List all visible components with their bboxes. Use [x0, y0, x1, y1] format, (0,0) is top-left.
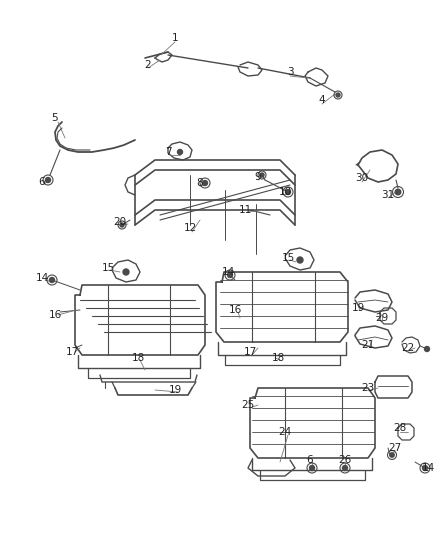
Text: 23: 23	[360, 383, 374, 393]
Text: 16: 16	[228, 305, 241, 315]
Circle shape	[123, 269, 129, 275]
Circle shape	[335, 93, 339, 97]
Circle shape	[421, 465, 427, 471]
Circle shape	[49, 278, 54, 282]
Text: 26: 26	[338, 455, 351, 465]
Circle shape	[342, 465, 347, 471]
Text: 12: 12	[183, 223, 196, 233]
Text: 30: 30	[355, 173, 368, 183]
Text: 25: 25	[241, 400, 254, 410]
Text: 2: 2	[145, 60, 151, 70]
Text: 10: 10	[278, 187, 291, 197]
Circle shape	[424, 346, 428, 351]
Circle shape	[285, 190, 290, 195]
Circle shape	[46, 177, 50, 182]
Circle shape	[394, 189, 400, 195]
Text: 24: 24	[278, 427, 291, 437]
Text: 17: 17	[243, 347, 256, 357]
Text: 15: 15	[101, 263, 114, 273]
Text: 8: 8	[196, 178, 203, 188]
Circle shape	[309, 465, 314, 471]
Text: 14: 14	[35, 273, 49, 283]
Text: 14: 14	[420, 463, 434, 473]
Text: 27: 27	[388, 443, 401, 453]
Circle shape	[227, 272, 232, 278]
Text: 3: 3	[286, 67, 293, 77]
Text: 28: 28	[392, 423, 406, 433]
Circle shape	[177, 149, 182, 155]
Text: 1: 1	[171, 33, 178, 43]
Circle shape	[202, 181, 207, 185]
Text: 16: 16	[48, 310, 61, 320]
Text: 6: 6	[39, 177, 45, 187]
Circle shape	[389, 453, 393, 457]
Text: 18: 18	[131, 353, 144, 363]
Text: 11: 11	[238, 205, 251, 215]
Text: 19: 19	[168, 385, 181, 395]
Text: 31: 31	[381, 190, 394, 200]
Text: 18: 18	[271, 353, 284, 363]
Text: 9: 9	[254, 172, 261, 182]
Text: 29: 29	[374, 313, 388, 323]
Circle shape	[297, 257, 302, 263]
Text: 19: 19	[350, 303, 364, 313]
Text: 21: 21	[360, 340, 374, 350]
Text: 7: 7	[164, 147, 171, 157]
Text: 6: 6	[306, 455, 313, 465]
Text: 14: 14	[221, 267, 234, 277]
Circle shape	[120, 223, 124, 227]
Text: 15: 15	[281, 253, 294, 263]
Text: 17: 17	[65, 347, 78, 357]
Text: 4: 4	[318, 95, 325, 105]
Text: 20: 20	[113, 217, 126, 227]
Text: 5: 5	[52, 113, 58, 123]
Circle shape	[259, 173, 263, 177]
Text: 22: 22	[400, 343, 413, 353]
